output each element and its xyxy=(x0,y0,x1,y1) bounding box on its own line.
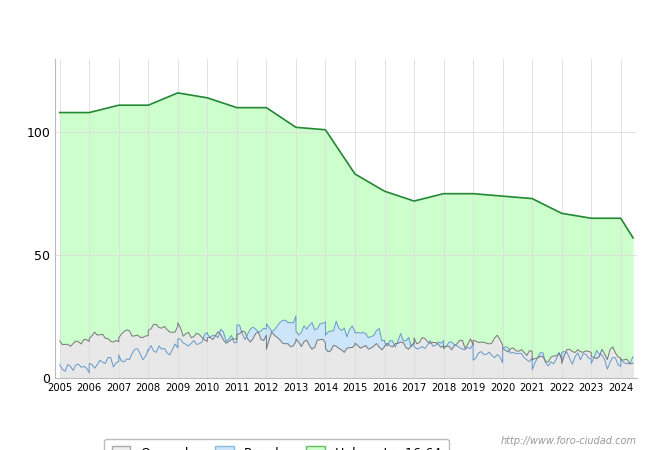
Text: http://www.foro-ciudad.com: http://www.foro-ciudad.com xyxy=(501,436,637,446)
Text: La Alamedilla - Evolucion de la poblacion en edad de Trabajar Mayo de 2024: La Alamedilla - Evolucion de la poblacio… xyxy=(70,17,580,30)
Legend: Ocupados, Parados, Hab. entre 16-64: Ocupados, Parados, Hab. entre 16-64 xyxy=(104,439,448,450)
